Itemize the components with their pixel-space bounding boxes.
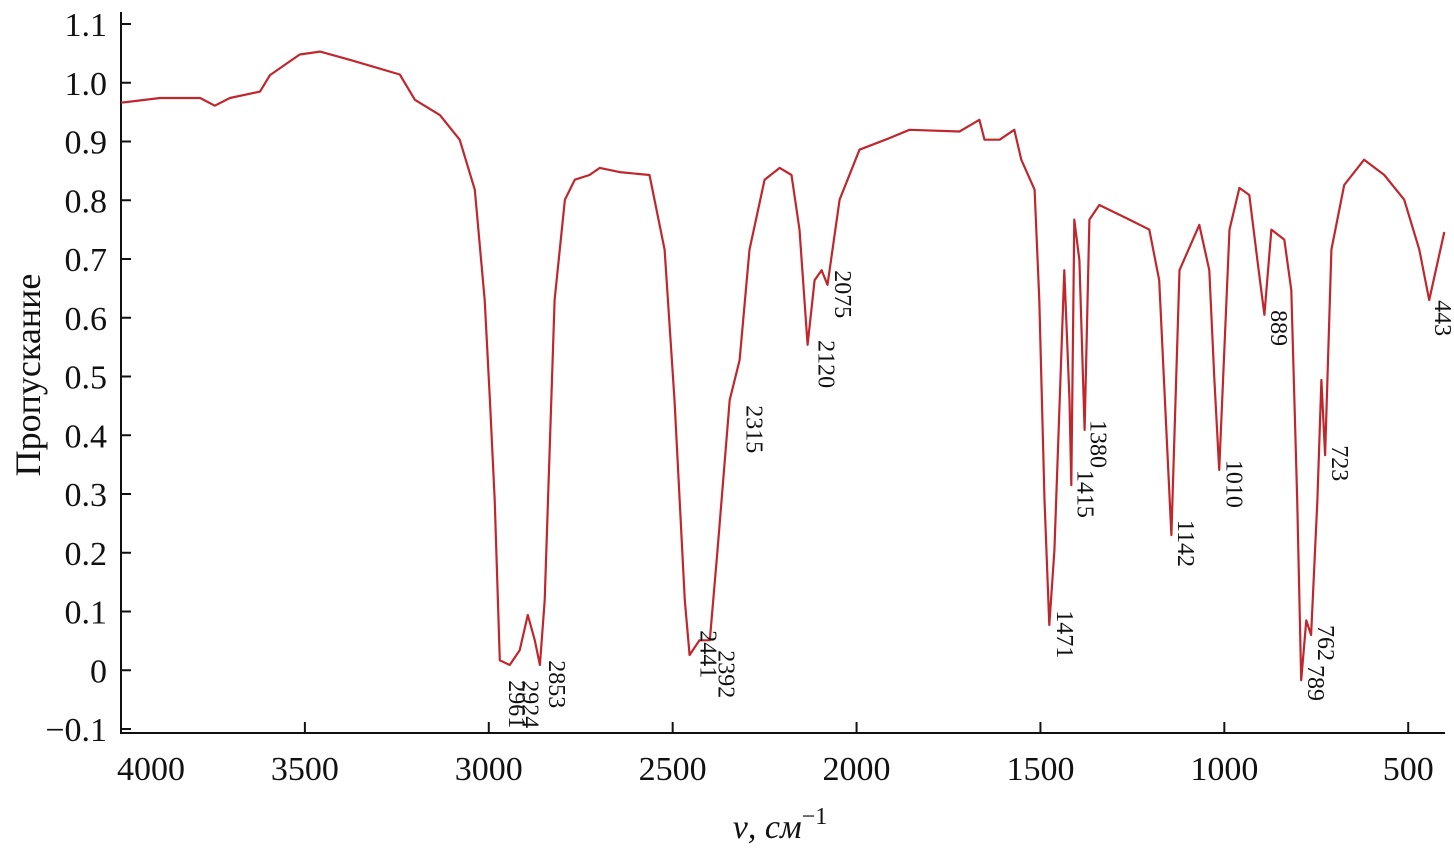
peak-label: 1010: [1221, 460, 1247, 508]
y-tick-label: 0.1: [65, 595, 108, 632]
x-tick-label: 2000: [823, 751, 891, 788]
y-tick-label: 0.4: [65, 418, 108, 455]
y-tick-label: 0.2: [65, 536, 108, 573]
x-tick-label: 1000: [1190, 751, 1258, 788]
peak-label: 2441: [694, 630, 720, 678]
x-tick-label: 4000: [117, 751, 185, 788]
peak-label: 2075: [829, 270, 855, 318]
x-axis-label: ν, см−1: [733, 804, 827, 846]
x-tick-label: 1500: [1006, 751, 1074, 788]
peak-label: 1380: [1085, 420, 1111, 468]
y-tick-label: 0.8: [65, 183, 108, 220]
peak-label: 789: [1302, 665, 1328, 701]
peak-label: 889: [1265, 310, 1291, 346]
peak-label: 2924: [517, 680, 543, 728]
y-tick-label: 0.7: [65, 242, 108, 279]
x-tick-label: 2500: [639, 751, 707, 788]
y-tick-label: 1.0: [65, 66, 108, 103]
y-tick-label: 0: [90, 653, 107, 690]
x-label-sup: −1: [802, 804, 828, 830]
x-label-text: ν, см: [733, 809, 802, 846]
y-tick-label: 0.6: [65, 301, 108, 338]
y-tick-label: −0.1: [45, 712, 107, 749]
peak-label: 1142: [1172, 520, 1198, 567]
peak-label: 762: [1312, 625, 1338, 661]
y-axis-label: Пропускание: [8, 274, 48, 477]
x-tick-label: 500: [1383, 751, 1434, 788]
peak-label: 2315: [741, 405, 767, 453]
peak-label: 2120: [812, 340, 838, 388]
x-tick-label: 3000: [455, 751, 523, 788]
peak-label: 1471: [1051, 610, 1077, 658]
peak-label: 2853: [543, 660, 569, 708]
y-tick-label: 0.3: [65, 477, 108, 514]
x-tick-label: 3500: [271, 751, 339, 788]
peak-label: 2392: [712, 650, 738, 698]
y-tick-label: 0.9: [65, 125, 108, 162]
y-tick-label: 1.1: [65, 7, 108, 44]
peak-label: 1415: [1072, 470, 1098, 518]
peak-label: 723: [1326, 445, 1352, 481]
peak-label: 2961: [503, 680, 529, 728]
y-tick-label: 0.5: [65, 360, 108, 397]
spectrum-line: [120, 50, 1446, 682]
peak-label: 443: [1429, 300, 1454, 336]
